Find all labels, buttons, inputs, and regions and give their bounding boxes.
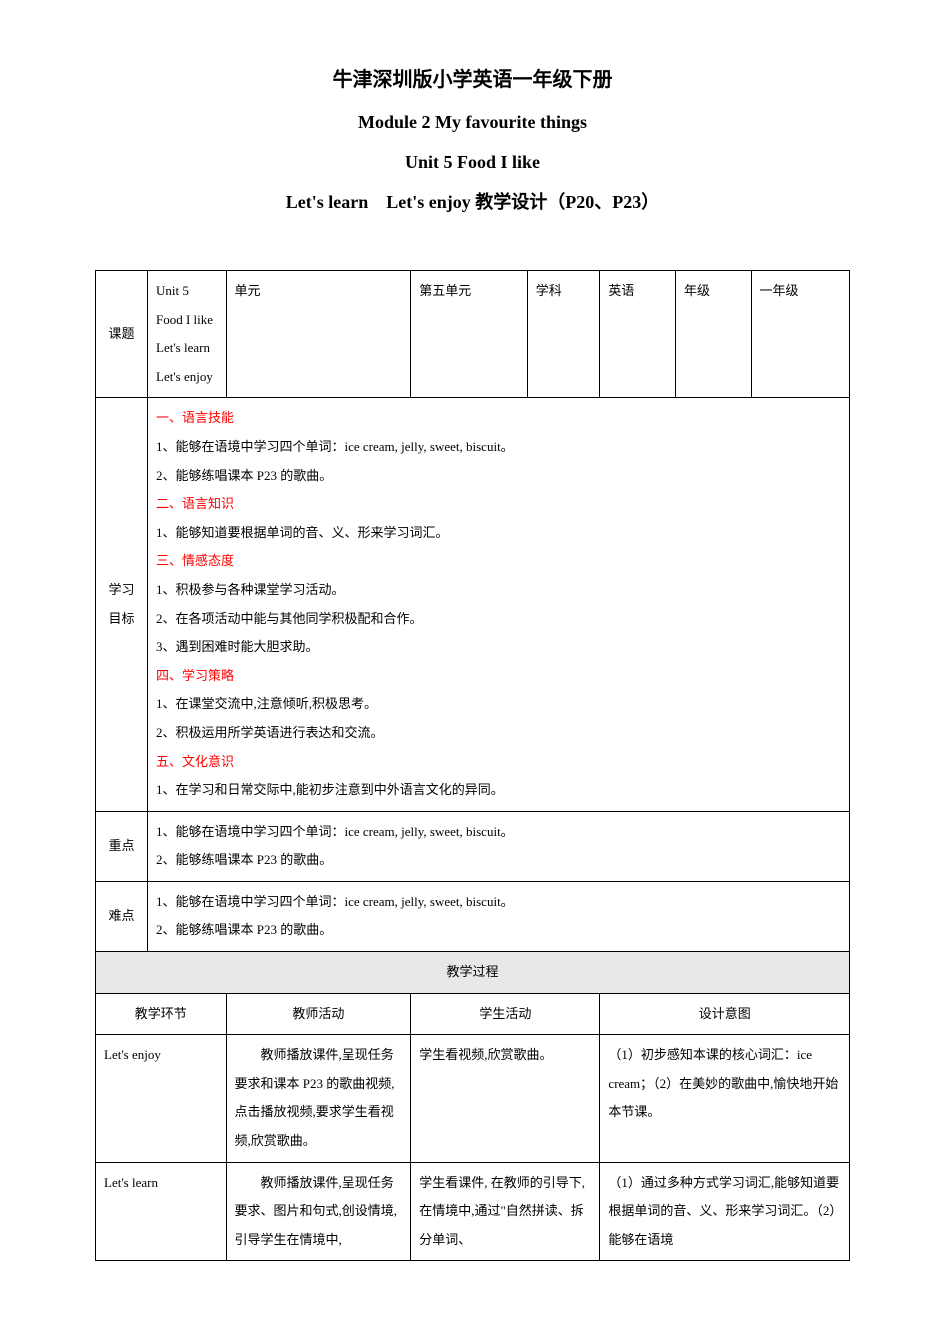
subject-value: 英语 — [600, 271, 676, 398]
difficulties-label: 难点 — [96, 881, 148, 951]
section-heading-3: 三、情感态度 — [156, 547, 841, 576]
process-intent-1: （1）初步感知本课的核心词汇：ice cream；（2）在美妙的歌曲中,愉快地开… — [600, 1035, 850, 1162]
process-intent-2: （1）通过多种方式学习词汇,能够知道要根据单词的音、义、形来学习词汇。（2）能够… — [600, 1162, 850, 1261]
objectives-content: 一、语言技能 1、能够在语境中学习四个单词：ice cream, jelly, … — [148, 398, 850, 811]
section-heading-1: 一、语言技能 — [156, 404, 841, 433]
process-header-row: 教学过程 — [96, 952, 850, 994]
title-block: 牛津深圳版小学英语一年级下册 Module 2 My favourite thi… — [95, 60, 850, 220]
section-heading-4: 四、学习策略 — [156, 662, 841, 691]
subject-label: 学科 — [527, 271, 600, 398]
section-item: 2、积极运用所学英语进行表达和交流。 — [156, 719, 841, 748]
process-teacher-1: 教师播放课件,呈现任务要求和课本 P23 的歌曲视频,点击播放视频,要求学生看视… — [226, 1035, 411, 1162]
section-item: 2、能够练唱课本 P23 的歌曲。 — [156, 462, 841, 491]
process-col-teacher: 教师活动 — [226, 993, 411, 1035]
process-student-2: 学生看课件, 在教师的引导下, 在情境中,通过"自然拼读、拆分单词、 — [411, 1162, 600, 1261]
unit-value: 第五单元 — [411, 271, 528, 398]
process-row-2: Let's learn 教师播放课件,呈现任务要求、图片和句式,创设情境,引导学… — [96, 1162, 850, 1261]
keypoints-row: 重点 1、能够在语境中学习四个单词：ice cream, jelly, swee… — [96, 811, 850, 881]
keypoints-item: 1、能够在语境中学习四个单词：ice cream, jelly, sweet, … — [156, 818, 841, 847]
section-item: 1、积极参与各种课堂学习活动。 — [156, 576, 841, 605]
objectives-row: 学习目标 一、语言技能 1、能够在语境中学习四个单词：ice cream, je… — [96, 398, 850, 811]
difficulties-content: 1、能够在语境中学习四个单词：ice cream, jelly, sweet, … — [148, 881, 850, 951]
process-teacher-2: 教师播放课件,呈现任务要求、图片和句式,创设情境,引导学生在情境中, — [226, 1162, 411, 1261]
difficulties-row: 难点 1、能够在语境中学习四个单词：ice cream, jelly, swee… — [96, 881, 850, 951]
topic-label: 课题 — [96, 271, 148, 398]
section-item: 1、在学习和日常交际中,能初步注意到中外语言文化的异同。 — [156, 776, 841, 805]
unit-label: 单元 — [226, 271, 411, 398]
section-item: 1、能够在语境中学习四个单词：ice cream, jelly, sweet, … — [156, 433, 841, 462]
difficulties-item: 2、能够练唱课本 P23 的歌曲。 — [156, 916, 841, 945]
title-line-3: Unit 5 Food I like — [95, 144, 850, 180]
lesson-plan-table: 课题 Unit 5 Food I like Let's learn Let's … — [95, 270, 850, 1261]
process-phase-1: Let's enjoy — [96, 1035, 227, 1162]
process-phase-2: Let's learn — [96, 1162, 227, 1261]
section-item: 1、在课堂交流中,注意倾听,积极思考。 — [156, 690, 841, 719]
process-col-phase: 教学环节 — [96, 993, 227, 1035]
section-heading-5: 五、文化意识 — [156, 748, 841, 777]
process-row-1: Let's enjoy 教师播放课件,呈现任务要求和课本 P23 的歌曲视频,点… — [96, 1035, 850, 1162]
keypoints-item: 2、能够练唱课本 P23 的歌曲。 — [156, 846, 841, 875]
grade-value: 一年级 — [751, 271, 849, 398]
keypoints-label: 重点 — [96, 811, 148, 881]
process-col-student: 学生活动 — [411, 993, 600, 1035]
section-heading-2: 二、语言知识 — [156, 490, 841, 519]
section-item: 3、遇到困难时能大胆求助。 — [156, 633, 841, 662]
process-col-intent: 设计意图 — [600, 993, 850, 1035]
section-item: 1、能够知道要根据单词的音、义、形来学习词汇。 — [156, 519, 841, 548]
section-item: 2、在各项活动中能与其他同学积极配和合作。 — [156, 605, 841, 634]
title-line-1: 牛津深圳版小学英语一年级下册 — [95, 60, 850, 100]
process-student-1: 学生看视频,欣赏歌曲。 — [411, 1035, 600, 1162]
process-header: 教学过程 — [96, 952, 850, 994]
header-row: 课题 Unit 5 Food I like Let's learn Let's … — [96, 271, 850, 398]
title-line-4: Let's learn Let's enjoy 教学设计（P20、P23） — [95, 184, 850, 220]
keypoints-content: 1、能够在语境中学习四个单词：ice cream, jelly, sweet, … — [148, 811, 850, 881]
process-columns-row: 教学环节 教师活动 学生活动 设计意图 — [96, 993, 850, 1035]
grade-label: 年级 — [675, 271, 751, 398]
difficulties-item: 1、能够在语境中学习四个单词：ice cream, jelly, sweet, … — [156, 888, 841, 917]
objectives-label-text: 学习目标 — [104, 576, 139, 633]
title-line-2: Module 2 My favourite things — [95, 104, 850, 140]
objectives-label: 学习目标 — [96, 398, 148, 811]
topic-value: Unit 5 Food I like Let's learn Let's enj… — [148, 271, 227, 398]
